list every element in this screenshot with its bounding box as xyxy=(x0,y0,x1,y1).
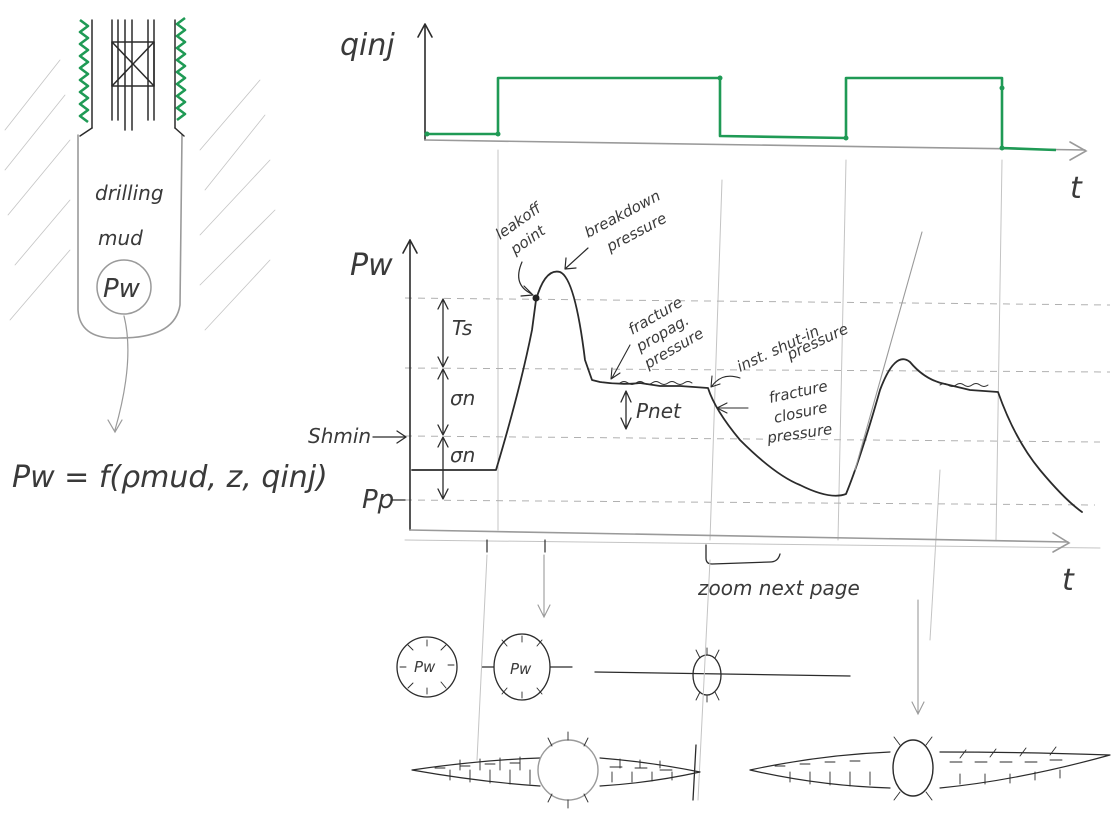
pw-axis-label: Pw xyxy=(350,248,393,283)
closure-arrow xyxy=(716,402,749,414)
section-3-stress-arrows xyxy=(695,647,720,703)
fracture-2-pressure-arrows xyxy=(774,736,1063,801)
fracture-2-outline xyxy=(749,751,1111,789)
pore-pressure-label: Pp xyxy=(362,485,394,515)
wellbore-outline xyxy=(77,134,183,339)
zoom-note: zoom next page xyxy=(697,576,860,600)
fracture-1-tip-marker xyxy=(692,744,697,801)
zoom-bracket xyxy=(705,544,781,565)
cement-right xyxy=(175,16,187,122)
shmin-arrow xyxy=(372,430,407,444)
propagation-wiggle-2 xyxy=(939,383,989,387)
qinj-x-axis xyxy=(424,139,1086,151)
fracture-1-wellbore xyxy=(537,739,599,801)
injection-rate-line xyxy=(427,76,1057,152)
wellbore-pressure-plot: Pw t Shmin Pp Ts σn σn lea xyxy=(308,149,1111,716)
drilling-mud-label-1: drilling xyxy=(95,181,164,205)
pw-circle-label: Pw xyxy=(103,274,141,304)
section-1-label: Pw xyxy=(414,658,436,676)
pw-x-arrowhead xyxy=(1052,532,1071,553)
qinj-time-label: t xyxy=(1070,171,1083,206)
leakoff-point-marker xyxy=(532,294,540,302)
leakoff-arrow xyxy=(518,261,534,297)
fracture-2-wellbore xyxy=(892,739,934,797)
section-3-fracture xyxy=(594,671,851,677)
drilling-mud-label-2: mud xyxy=(98,226,143,250)
cement-left xyxy=(78,18,90,124)
sigma-n-lower-label: σn xyxy=(450,443,475,467)
section-2-stress-arrows xyxy=(501,635,543,699)
propagation-wiggle-1 xyxy=(619,381,693,385)
qinj-axis-label: qinj xyxy=(340,28,395,63)
fracture-1-outline xyxy=(411,757,701,787)
level-arrows xyxy=(437,298,449,500)
section-1-circle xyxy=(396,636,458,698)
qinj-y-arrowhead xyxy=(417,23,433,38)
wellbore-cross-sections: Pw Pw xyxy=(396,554,1111,809)
shutin-tangent-line xyxy=(854,231,923,471)
wellbore-sketch: drilling mud Pw Pw = f(ρmud, z, qinj) xyxy=(4,16,328,495)
vertical-guides xyxy=(497,149,1003,641)
injection-rate-plot: qinj t xyxy=(340,23,1088,206)
qinj-x-arrowhead xyxy=(1069,141,1088,161)
breakdown-arrow xyxy=(564,247,589,270)
pw-y-arrowhead xyxy=(402,239,418,254)
equation-arrow xyxy=(107,315,129,434)
fracture-1-pressure-arrows xyxy=(434,731,673,809)
axis-ticks xyxy=(486,539,546,553)
injection-rate-dots xyxy=(424,75,1005,151)
propagation-arrow xyxy=(610,344,631,380)
shmin-label: Shmin xyxy=(308,424,371,448)
net-pressure-label: Pnet xyxy=(636,399,682,423)
background-hatching xyxy=(4,59,276,331)
section-arrow-2 xyxy=(911,599,925,716)
section-3-circle xyxy=(692,654,722,696)
pw-equation: Pw = f(ρmud, z, qinj) xyxy=(12,460,328,495)
pw-time-label: t xyxy=(1062,563,1075,598)
pw-circle xyxy=(96,259,152,315)
tensile-strength-label: Ts xyxy=(452,316,472,340)
section-guides xyxy=(476,554,711,801)
section-1-stress-arrows xyxy=(399,639,455,695)
shutin-arrow xyxy=(710,375,741,388)
section-2-label: Pw xyxy=(510,660,532,678)
section-arrow-1 xyxy=(537,554,551,619)
pressure-curve xyxy=(411,270,1083,513)
pw-x-axis xyxy=(409,529,1069,543)
casing xyxy=(79,19,185,137)
net-pressure-arrow xyxy=(620,390,632,430)
level-lines xyxy=(404,297,1111,549)
sigma-n-upper-label: σn xyxy=(450,386,475,410)
